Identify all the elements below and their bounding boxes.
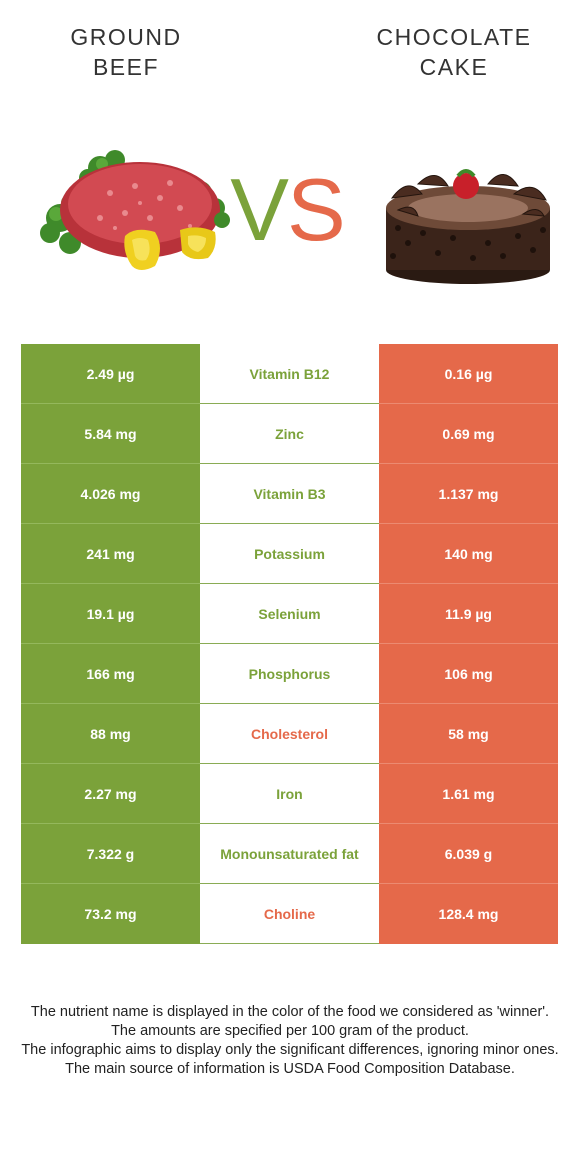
nutrient-name: Iron bbox=[200, 764, 379, 824]
left-value: 19.1 µg bbox=[21, 584, 200, 644]
table-row: 7.322 g Monounsaturated fat 6.039 g bbox=[21, 824, 558, 884]
nutrient-name: Vitamin B3 bbox=[200, 464, 379, 524]
table-row: 2.27 mg Iron 1.61 mg bbox=[21, 764, 558, 824]
right-value: 0.69 mg bbox=[379, 404, 558, 464]
table-row: 19.1 µg Selenium 11.9 µg bbox=[21, 584, 558, 644]
right-food-title: CHOCOLATE CAKE bbox=[376, 24, 532, 80]
nutrient-name: Potassium bbox=[200, 524, 379, 584]
table-row: 241 mg Potassium 140 mg bbox=[21, 524, 558, 584]
table-row: 73.2 mg Choline 128.4 mg bbox=[21, 884, 558, 944]
left-value: 7.322 g bbox=[21, 824, 200, 884]
ground-beef-image bbox=[40, 150, 230, 270]
footer-note-amounts: The amounts are specified per 100 gram o… bbox=[111, 1023, 469, 1039]
right-value: 128.4 mg bbox=[379, 884, 558, 944]
right-value: 58 mg bbox=[379, 704, 558, 764]
left-food-title: GROUND BEEF bbox=[70, 24, 182, 80]
left-value: 2.49 µg bbox=[21, 344, 200, 404]
right-value: 106 mg bbox=[379, 644, 558, 704]
left-value: 4.026 mg bbox=[21, 464, 200, 524]
right-value: 140 mg bbox=[379, 524, 558, 584]
nutrient-name: Selenium bbox=[200, 584, 379, 644]
chocolate-cake-image bbox=[386, 169, 550, 284]
right-value: 0.16 µg bbox=[379, 344, 558, 404]
nutrient-name: Choline bbox=[200, 884, 379, 944]
nutrient-name: Cholesterol bbox=[200, 704, 379, 764]
nutrient-name: Vitamin B12 bbox=[200, 344, 379, 404]
nutrient-name: Zinc bbox=[200, 404, 379, 464]
table-row: 2.49 µg Vitamin B12 0.16 µg bbox=[21, 344, 558, 404]
table-row: 5.84 mg Zinc 0.69 mg bbox=[21, 404, 558, 464]
footer-note-winner: The nutrient name is displayed in the co… bbox=[30, 1004, 550, 1020]
left-value: 241 mg bbox=[21, 524, 200, 584]
right-value: 1.61 mg bbox=[379, 764, 558, 824]
vs-s: S bbox=[287, 160, 346, 259]
right-value: 6.039 g bbox=[379, 824, 558, 884]
comparison-table: 2.49 µg Vitamin B12 0.16 µg 5.84 mg Zinc 0.69… bbox=[21, 344, 558, 944]
left-value: 88 mg bbox=[21, 704, 200, 764]
vs-v: V bbox=[230, 160, 289, 259]
left-value: 2.27 mg bbox=[21, 764, 200, 824]
vs-label: VS bbox=[222, 160, 352, 260]
left-value: 166 mg bbox=[21, 644, 200, 704]
footer-note-source: The main source of information is USDA F… bbox=[65, 1061, 515, 1077]
right-value: 11.9 µg bbox=[379, 584, 558, 644]
left-value: 5.84 mg bbox=[21, 404, 200, 464]
table-row: 166 mg Phosphorus 106 mg bbox=[21, 644, 558, 704]
right-value: 1.137 mg bbox=[379, 464, 558, 524]
footer-notes: The nutrient name is displayed in the co… bbox=[20, 1003, 560, 1079]
footer-note-aims: The infographic aims to display only the… bbox=[21, 1042, 559, 1058]
nutrient-name: Monounsaturated fat bbox=[200, 824, 379, 884]
left-value: 73.2 mg bbox=[21, 884, 200, 944]
table-row: 4.026 mg Vitamin B3 1.137 mg bbox=[21, 464, 558, 524]
nutrient-name: Phosphorus bbox=[200, 644, 379, 704]
table-row: 88 mg Cholesterol 58 mg bbox=[21, 704, 558, 764]
